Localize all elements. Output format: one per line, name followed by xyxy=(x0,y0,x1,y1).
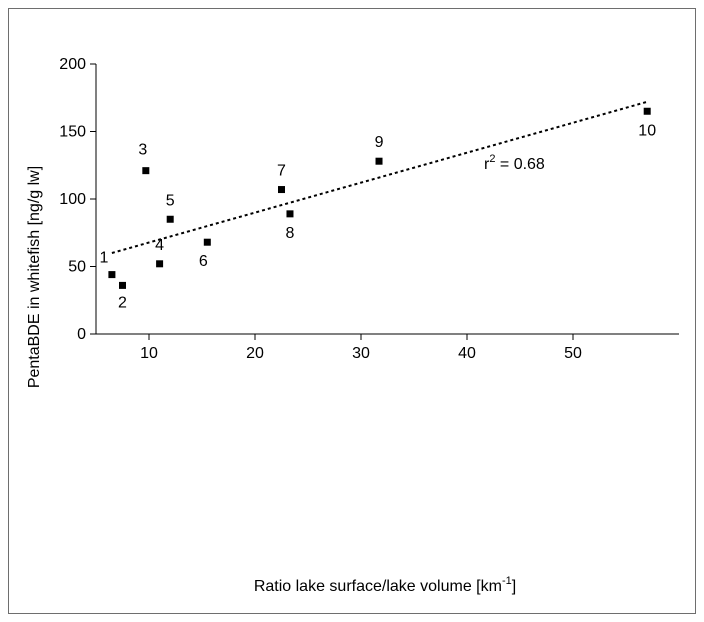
point-label: 3 xyxy=(138,142,147,159)
trendline-group xyxy=(111,100,648,254)
trendline xyxy=(111,100,648,254)
x-axis-title-sup: -1 xyxy=(502,575,512,587)
data-point xyxy=(108,271,116,279)
y-tick-label: 0 xyxy=(77,326,86,343)
data-point xyxy=(166,215,174,223)
data-point xyxy=(203,238,211,246)
data-point xyxy=(142,167,150,175)
x-tick-label: 50 xyxy=(564,345,582,362)
data-points: 1 2 3 4 5 6 7 8 9 10 xyxy=(99,107,656,311)
x-tick-label: 20 xyxy=(246,345,264,362)
y-tick-label: 50 xyxy=(68,259,86,276)
point-label: 8 xyxy=(286,225,295,242)
r-squared-base: r xyxy=(484,156,490,173)
y-tick-label: 150 xyxy=(59,124,86,141)
r-squared-sup: 2 xyxy=(489,153,495,165)
x-axis-title-main: Ratio lake surface/lake volume [km xyxy=(254,578,502,595)
point-label: 6 xyxy=(199,253,208,270)
data-point xyxy=(119,281,126,289)
point-label: 2 xyxy=(118,294,127,311)
point-label: 9 xyxy=(375,134,384,151)
data-point xyxy=(375,157,383,165)
x-tick-label: 40 xyxy=(458,345,476,362)
y-axis: 0 50 100 150 200 xyxy=(59,56,97,343)
point-label: 1 xyxy=(99,250,108,267)
point-label: 7 xyxy=(277,163,286,180)
y-tick-label: 200 xyxy=(59,56,86,73)
y-axis-title: PentaBDE in whitefish [ng/g lw] xyxy=(26,166,43,388)
point-label: 4 xyxy=(155,237,164,254)
data-point xyxy=(643,107,651,115)
x-tick-label: 10 xyxy=(140,345,158,362)
x-axis-title: Ratio lake surface/lake volume [km-1] xyxy=(254,575,516,595)
data-point xyxy=(286,210,294,218)
point-label: 10 xyxy=(638,122,656,139)
x-axis: 10 20 30 40 50 xyxy=(96,333,679,362)
x-axis-title-suffix: ] xyxy=(512,578,516,595)
point-label: 5 xyxy=(166,192,175,209)
x-tick-label: 30 xyxy=(352,345,370,362)
r-squared-annotation: r2 = 0.68 xyxy=(484,153,545,173)
r-squared-rest: = 0.68 xyxy=(495,156,544,173)
y-tick-label: 100 xyxy=(59,191,86,208)
chart-frame: 0 50 100 150 200 10 20 30 40 50 1 2 3 4 5 6 7 8 9 10 r2 =… xyxy=(8,8,696,614)
data-point xyxy=(278,186,285,194)
data-point xyxy=(156,260,164,268)
